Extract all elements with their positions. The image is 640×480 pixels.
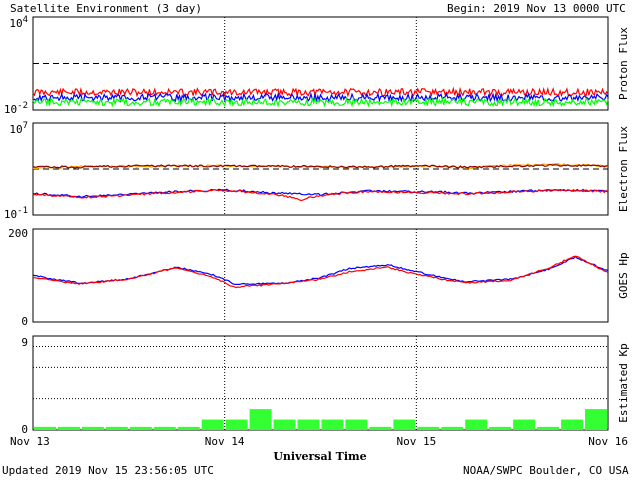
- series-green: [32, 96, 609, 108]
- updated-timestamp: Updated 2019 Nov 15 23:56:05 UTC: [2, 464, 214, 477]
- x-tick-label: Nov 15: [396, 435, 436, 448]
- panel-3: [32, 228, 609, 323]
- series-red: [32, 188, 609, 202]
- kp-bar: [345, 419, 368, 430]
- panel-ylabel: Estimated Kp: [617, 343, 630, 422]
- kp-bar: [417, 426, 440, 430]
- y-tick-label-top: 107: [9, 121, 28, 136]
- y-tick-label-top: 200: [8, 227, 28, 240]
- kp-bar: [297, 419, 320, 430]
- y-tick-label-bottom: 0: [21, 423, 28, 436]
- kp-bar: [393, 419, 416, 430]
- kp-bar: [153, 426, 176, 430]
- kp-bar: [561, 419, 584, 430]
- credit-label: NOAA/SWPC Boulder, CO USA: [463, 464, 629, 477]
- kp-bar: [177, 426, 200, 430]
- kp-bar: [537, 426, 560, 430]
- kp-bar: [321, 419, 344, 430]
- kp-bar: [34, 426, 56, 430]
- series-orange: [32, 162, 609, 170]
- y-tick-label-bottom: 10-2: [4, 101, 28, 116]
- panel-frame: [32, 122, 609, 216]
- kp-bar: [129, 426, 152, 430]
- kp-bar: [489, 426, 512, 430]
- kp-bar: [441, 426, 464, 430]
- panel-frame: [32, 228, 609, 323]
- panel-4: [32, 335, 609, 431]
- kp-bar: [201, 419, 224, 430]
- x-tick-label: Nov 13: [10, 435, 50, 448]
- kp-bar: [585, 409, 607, 430]
- kp-bar: [273, 419, 296, 430]
- y-tick-label-bottom: 10-1: [4, 206, 28, 221]
- panel-1: [32, 16, 609, 111]
- kp-bar: [225, 419, 248, 430]
- kp-bar: [105, 426, 128, 430]
- kp-bar: [465, 419, 488, 430]
- y-tick-label-top: 104: [9, 15, 28, 30]
- series-red: [32, 255, 609, 289]
- y-tick-label-bottom: 0: [21, 315, 28, 328]
- kp-bar: [57, 426, 80, 430]
- kp-bar: [369, 426, 392, 430]
- kp-bar: [81, 426, 104, 430]
- kp-bar: [513, 419, 536, 430]
- x-tick-label: Nov 14: [205, 435, 245, 448]
- series-blue: [32, 91, 609, 104]
- panel-ylabel: GOES Hp: [617, 252, 630, 298]
- plot-title: Satellite Environment (3 day): [10, 2, 202, 15]
- panel-ylabel: Electron Flux: [617, 126, 630, 212]
- panel-ylabel: Proton Flux: [617, 27, 630, 100]
- panel-frame: [32, 335, 609, 431]
- kp-bar: [249, 409, 272, 430]
- panel-2: [32, 122, 609, 216]
- begin-time: Begin: 2019 Nov 13 0000 UTC: [447, 2, 626, 15]
- series-red: [32, 86, 609, 98]
- x-axis-label: Universal Time: [273, 450, 366, 463]
- y-tick-label-top: 9: [21, 336, 28, 349]
- series-maroon: [32, 163, 609, 169]
- x-tick-label: Nov 16: [588, 435, 628, 448]
